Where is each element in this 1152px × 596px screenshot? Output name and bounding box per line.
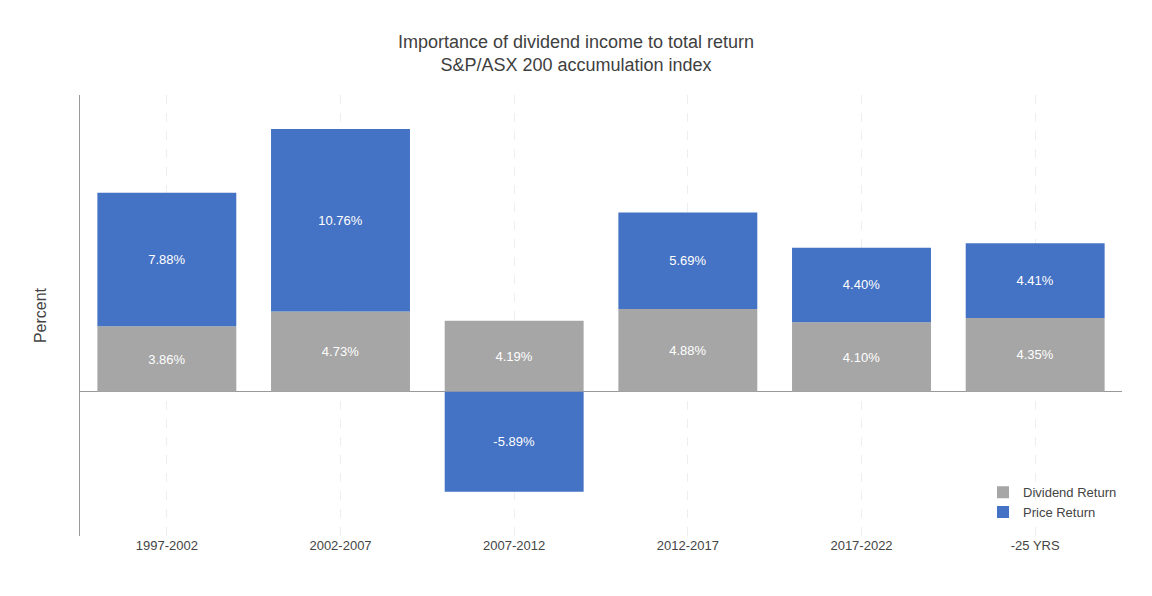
svg-text:2007-2012: 2007-2012 (483, 538, 545, 553)
svg-text:2002-2007: 2002-2007 (309, 538, 371, 553)
svg-text:3.86%: 3.86% (148, 352, 185, 367)
svg-text:4.40%: 4.40% (843, 277, 880, 292)
svg-text:4.35%: 4.35% (1017, 347, 1054, 362)
svg-text:Importance of dividend income: Importance of dividend income to total r… (398, 32, 754, 75)
svg-text:Dividend Return: Dividend Return (1023, 485, 1116, 500)
svg-text:2012-2017: 2012-2017 (657, 538, 719, 553)
svg-text:4.19%: 4.19% (496, 349, 533, 364)
svg-text:2017-2022: 2017-2022 (830, 538, 892, 553)
svg-text:4.73%: 4.73% (322, 344, 359, 359)
svg-text:1997-2002: 1997-2002 (136, 538, 198, 553)
svg-text:7.88%: 7.88% (148, 252, 185, 267)
svg-text:-5.89%: -5.89% (493, 434, 535, 449)
svg-text:Price Return: Price Return (1023, 505, 1095, 520)
svg-text:10.76%: 10.76% (318, 213, 363, 228)
svg-text:Percent: Percent (32, 287, 49, 343)
svg-text:4.10%: 4.10% (843, 350, 880, 365)
svg-text:-25 YRS: -25 YRS (1011, 538, 1060, 553)
svg-text:4.88%: 4.88% (669, 343, 706, 358)
svg-text:4.41%: 4.41% (1017, 273, 1054, 288)
svg-text:5.69%: 5.69% (669, 253, 706, 268)
